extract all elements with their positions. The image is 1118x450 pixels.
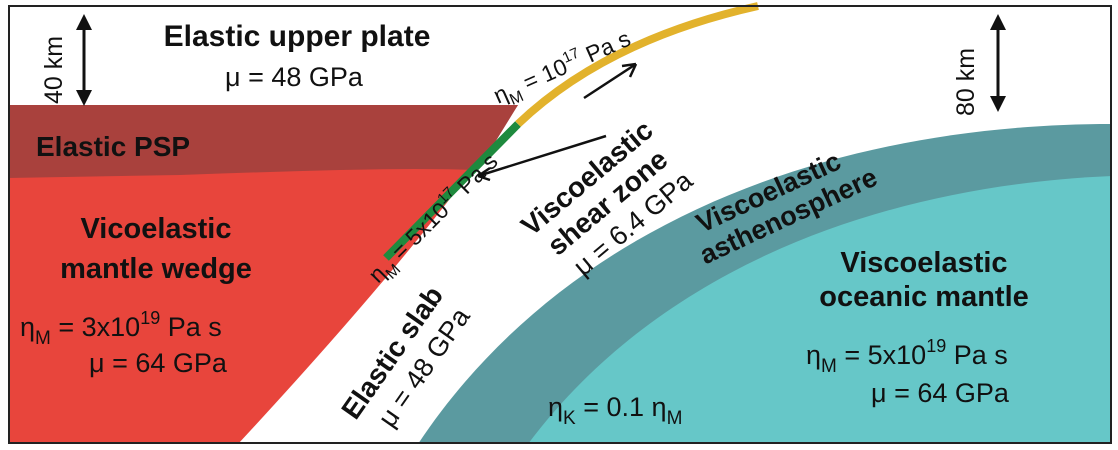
kelvin-viscosity: ηK = 0.1 ηM	[548, 392, 682, 429]
thickness-label-right: 80 km	[952, 48, 980, 116]
diagram-frame	[8, 5, 1112, 444]
mantle-wedge-viscosity: ηM = 3x1019 Pa s	[20, 308, 222, 349]
shear-zone-pointer-lines	[477, 62, 638, 182]
mantle-wedge-mu: μ = 64 GPa	[89, 348, 228, 378]
mantle-wedge-region	[8, 105, 518, 444]
shear-zone-shallow	[515, 2, 759, 127]
oceanic-mantle-mu: μ = 64 GPa	[871, 378, 1010, 408]
oceanic-mantle-region	[528, 176, 1112, 444]
oceanic-mantle-viscosity: ηM = 5x1019 Pa s	[806, 336, 1008, 377]
elastic-psp-region	[8, 105, 518, 178]
oceanic-mantle-title-line2: oceanic mantle	[819, 281, 1029, 313]
oceanic-mantle-title-line1: Viscoelastic	[840, 247, 1007, 279]
thickness-label-left: 40 km	[40, 36, 68, 104]
psp-label: Elastic PSP	[36, 131, 190, 162]
upper-plate-mu: μ = 48 GPa	[225, 62, 364, 92]
shear-zone-deep	[383, 121, 521, 261]
thickness-arrow-left	[76, 14, 92, 106]
upper-plate-title: Elastic upper plate	[164, 20, 431, 53]
mantle-wedge-title-line1: Vicoelastic	[80, 213, 231, 245]
mantle-wedge-title-line2: mantle wedge	[60, 253, 252, 285]
thickness-arrow-right	[990, 14, 1006, 112]
